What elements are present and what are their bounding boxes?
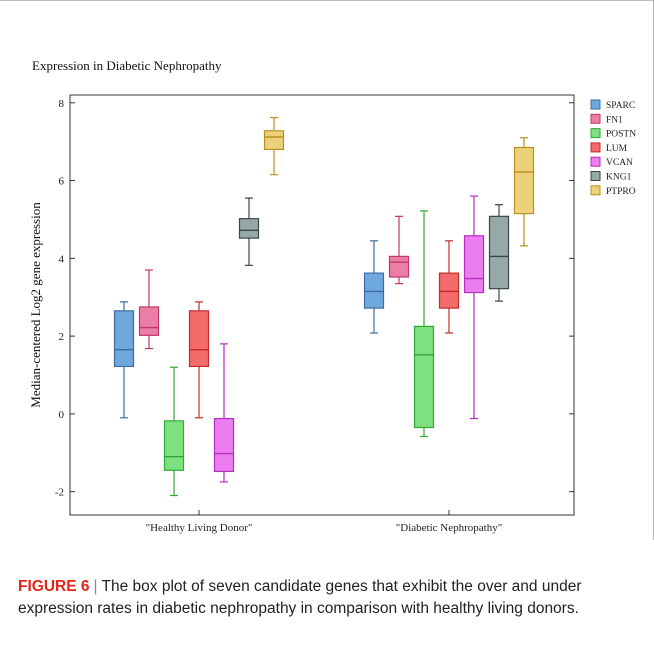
box-sparc-diabetic <box>363 240 385 334</box>
legend-swatch-ptpro <box>590 185 601 196</box>
y-tick-label: 8 <box>59 98 65 110</box>
legend-swatch-fn1 <box>590 113 601 124</box>
legend-swatch-kng1 <box>590 171 601 181</box>
x-tick-label: "Diabetic Nephropathy" <box>396 522 502 534</box>
legend-label-postn: POSTN <box>606 130 636 140</box>
x-axis: "Healthy Living Donor" "Diabetic Nephropa… <box>146 510 502 534</box>
box-ptpro-diabetic <box>513 137 535 247</box>
box-iqr <box>163 420 185 471</box>
box-iqr <box>388 255 410 278</box>
box-kng1-diabetic <box>488 204 510 302</box>
legend-swatch-lum <box>590 142 601 153</box>
box-iqr <box>238 218 260 239</box>
legend-swatch-vcan <box>590 156 601 167</box>
box-postn-healthy <box>163 366 185 497</box>
box-fn1-diabetic <box>388 215 410 285</box>
box-sparc-healthy <box>113 301 135 419</box>
legend-label-kng1: KNG1 <box>606 173 632 183</box>
y-tick-label: 2 <box>59 331 65 343</box>
figure-caption: FIGURE 6 | The box plot of seven candidate… <box>18 576 638 620</box>
box-vcan-diabetic <box>463 195 485 420</box>
plot-area-border <box>69 94 575 516</box>
legend-label-vcan: VCAN <box>606 158 633 168</box>
caption-text: The box plot of seven candidate genes th… <box>18 578 582 617</box>
box-ptpro-healthy <box>263 116 285 176</box>
box-iqr <box>138 306 160 336</box>
box-fn1-healthy <box>138 269 160 350</box>
box-lum-diabetic <box>438 240 460 334</box>
legend-label-sparc: SPARC <box>606 101 635 111</box>
y-axis: -2 0 2 4 6 8 <box>55 98 574 499</box>
chart-title: Expression in Diabetic Nephropathy <box>32 58 222 73</box>
caption-label: FIGURE 6 <box>18 578 90 595</box>
boxes-group <box>113 116 535 497</box>
y-tick-label: 6 <box>59 176 65 188</box>
legend-swatch-sparc <box>590 99 601 110</box>
y-tick-label: -2 <box>55 487 64 499</box>
box-iqr <box>213 417 235 473</box>
legend-label-lum: LUM <box>606 144 628 154</box>
box-iqr <box>413 325 435 429</box>
x-tick-label: "Healthy Living Donor" <box>146 522 253 534</box>
legend-swatch-postn <box>590 128 601 139</box>
box-iqr <box>113 310 135 368</box>
box-iqr <box>513 146 535 215</box>
box-iqr <box>438 272 460 309</box>
legend: SPARC FN1 POSTN LUM VCAN KNG1 PTPRO <box>590 99 636 197</box>
y-tick-label: 4 <box>59 253 65 265</box>
legend-label-fn1: FN1 <box>606 115 623 125</box>
y-tick-label: 0 <box>59 409 65 421</box>
legend-label-ptpro: PTPRO <box>606 187 636 197</box>
box-vcan-healthy <box>213 343 235 483</box>
box-postn-diabetic <box>413 210 435 438</box>
box-iqr <box>363 272 385 309</box>
box-iqr <box>263 130 285 151</box>
box-kng1-healthy <box>238 197 260 266</box>
box-iqr <box>188 310 210 368</box>
y-axis-label: Median-centered Log2 gene expression <box>28 202 43 408</box>
box-lum-healthy <box>188 301 210 419</box>
box-iqr <box>463 235 485 294</box>
box-plot-chart: -2 0 2 4 6 8 "Healthy Living Donor" "Diabetic … <box>28 94 636 534</box>
caption-separator: | <box>93 578 98 595</box>
box-iqr <box>488 215 510 290</box>
